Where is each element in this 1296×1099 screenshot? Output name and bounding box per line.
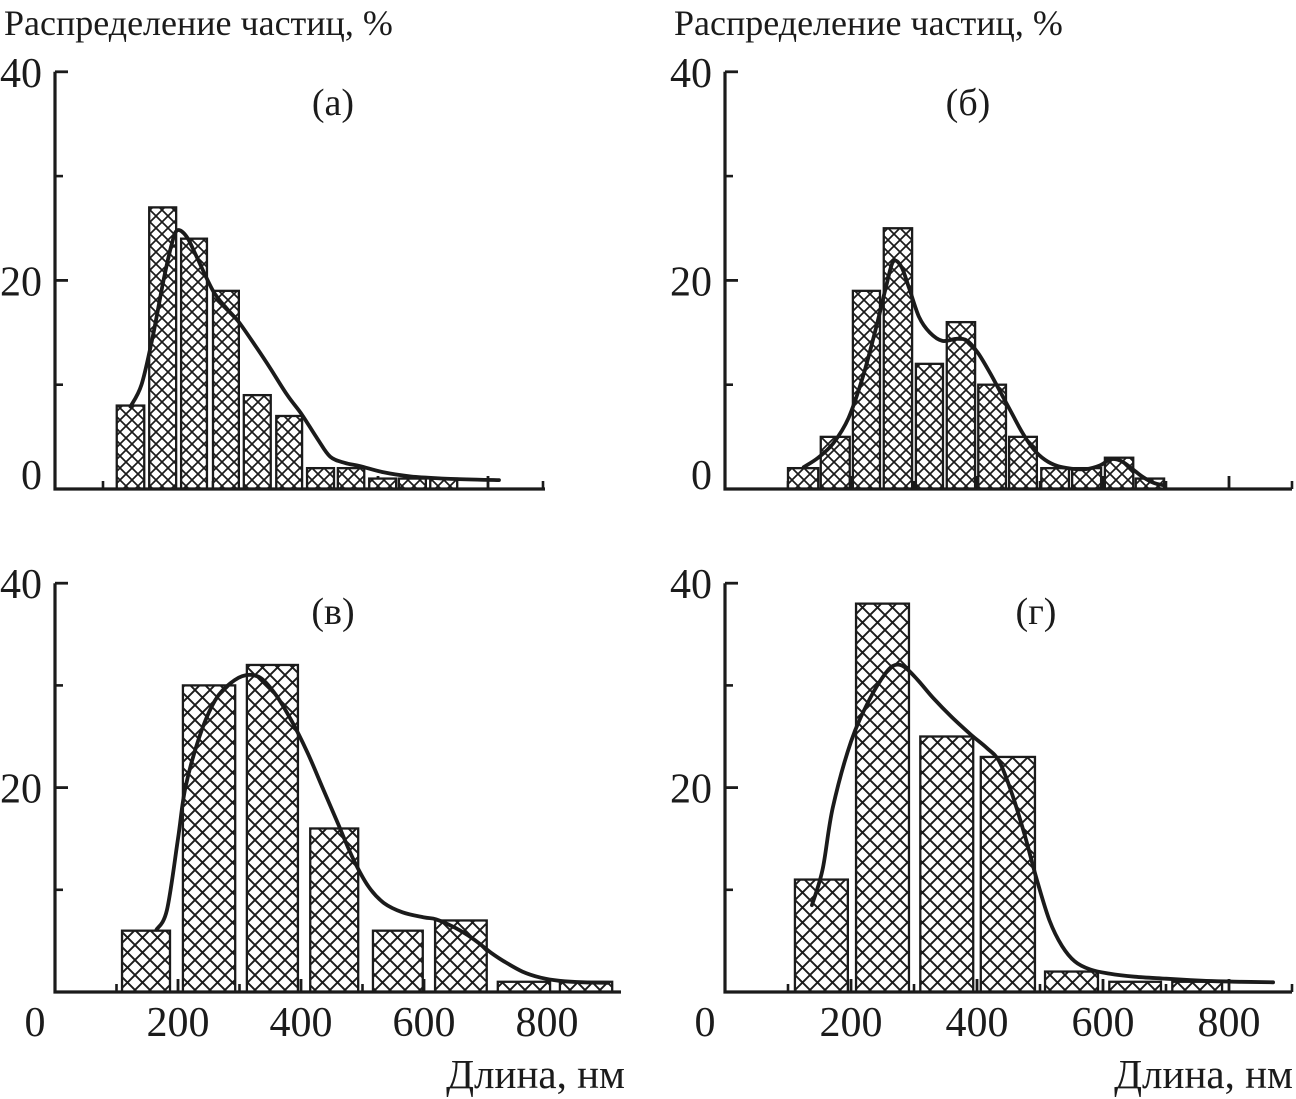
histogram-bar	[1070, 466, 1103, 491]
y-axis-title: Распределение частиц, %	[4, 3, 393, 43]
distribution-curve	[154, 672, 611, 985]
histogram-bar	[211, 289, 241, 491]
histogram-bar	[945, 320, 977, 491]
histogram-bar	[919, 735, 975, 994]
y-tick-label: 0	[691, 453, 712, 499]
histogram-bar	[786, 466, 820, 491]
histogram-bar	[1103, 456, 1135, 491]
histogram-bar	[793, 878, 849, 994]
axes	[723, 583, 1292, 994]
x-tick-label: 200	[820, 1000, 883, 1046]
histogram-bar	[336, 466, 366, 491]
x-tick-label: 600	[1072, 1000, 1135, 1046]
y-tick-label: 20	[0, 767, 42, 813]
panel-b: 40 20 0	[670, 51, 1294, 499]
x-tick-label: 600	[393, 1000, 456, 1046]
axes	[53, 71, 545, 491]
panel-label-v: (в)	[311, 591, 355, 633]
histogram-bar	[148, 206, 178, 491]
histogram-bar	[305, 466, 336, 491]
x-tick-label: 0	[695, 1000, 716, 1046]
histogram-bar	[979, 755, 1037, 994]
histogram-bar	[882, 227, 914, 491]
histogram-bar	[977, 383, 1008, 491]
histogram-bar	[914, 362, 945, 491]
axes	[723, 71, 1292, 491]
y-tick-label: 20	[670, 259, 712, 305]
histogram-bar	[1043, 970, 1100, 994]
x-axis-title: Длина, нм	[1114, 1051, 1293, 1097]
x-tick-label: 0	[25, 1000, 46, 1046]
histogram-bar	[819, 435, 851, 491]
panel-label-a: (а)	[311, 82, 355, 124]
x-tick-label: 200	[147, 1000, 210, 1046]
histogram-bar	[1040, 466, 1071, 491]
histogram-bar	[179, 237, 209, 491]
x-tick-label: 400	[270, 1000, 333, 1046]
distribution-curve	[801, 258, 1166, 488]
histogram-bar	[242, 393, 272, 491]
distribution-curve	[810, 662, 1275, 985]
x-tick-label: 800	[1198, 1000, 1261, 1046]
histogram-bar	[115, 404, 146, 491]
distribution-curve	[128, 228, 501, 482]
x-tick-label: 400	[946, 1000, 1009, 1046]
histogram-bar	[854, 602, 911, 994]
histogram-bar	[275, 414, 304, 491]
histogram-bar	[371, 929, 424, 994]
y-tick-label: 20	[670, 767, 712, 813]
y-tick-label: 40	[0, 562, 42, 608]
histogram-bar	[1007, 435, 1039, 491]
y-tick-label: 0	[21, 453, 42, 499]
y-tick-label: 40	[670, 562, 712, 608]
x-tick-label: 800	[516, 1000, 579, 1046]
y-axis-title: Распределение частиц, %	[674, 3, 1063, 43]
panel-a: 40 20 0	[0, 51, 545, 499]
histogram-bar	[181, 684, 237, 994]
histogram-bar	[120, 929, 172, 994]
histogram-bar	[245, 663, 300, 994]
panel-label-b: (б)	[945, 82, 991, 124]
y-tick-label: 20	[0, 259, 42, 305]
y-tick-label: 40	[670, 51, 712, 97]
panel-label-g: (г)	[1015, 591, 1057, 633]
x-axis-title: Длина, нм	[446, 1051, 625, 1097]
y-tick-label: 40	[0, 51, 42, 97]
axes	[53, 583, 621, 994]
